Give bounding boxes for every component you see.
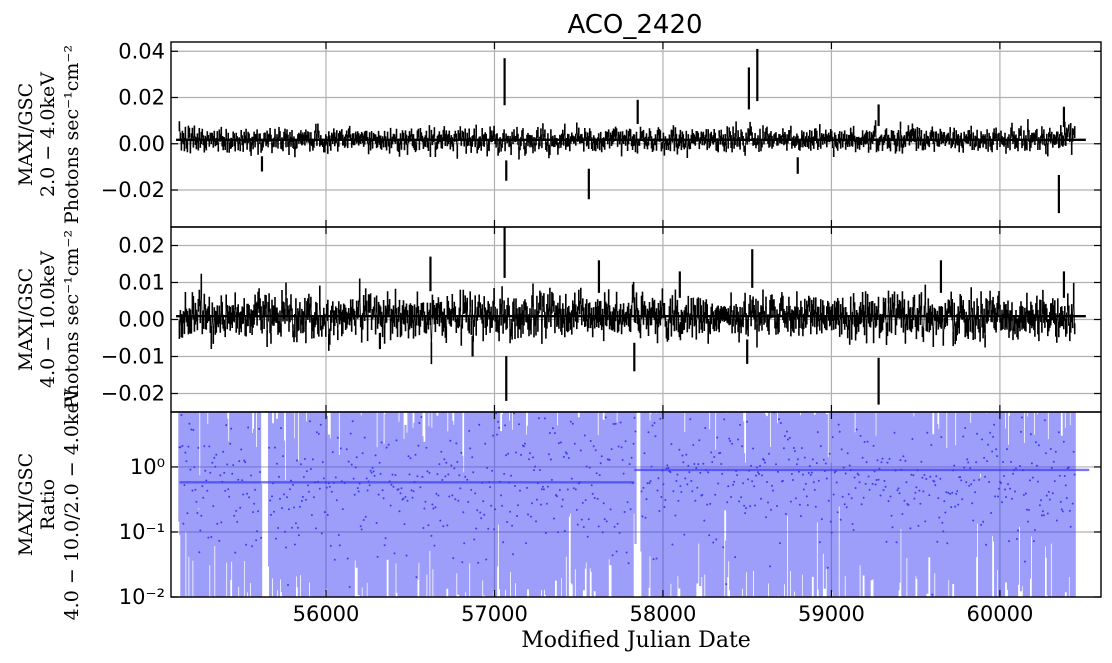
x-tick-label: 56000 <box>293 602 360 626</box>
y-axis-labels: MAXI/GSC 2.0 − 4.0keV Photons sec⁻¹cm⁻²MAX… <box>15 45 83 621</box>
y-axis-label-line: MAXI/GSC <box>15 268 37 371</box>
ratio-error-bars <box>178 412 1076 597</box>
y-tick-label: 0.02 <box>118 234 165 258</box>
y-axis-label-line: 4.0 − 10.0/2.0 − 4.0keV <box>61 388 83 620</box>
data-series <box>178 412 1090 597</box>
data-series <box>176 48 1086 214</box>
y-tick-label: 10⁻² <box>119 585 165 609</box>
y-axis-label-line: MAXI/GSC <box>15 453 37 556</box>
y-tick-label: 0.00 <box>118 132 165 156</box>
y-tick-label: 0.01 <box>118 271 165 295</box>
y-tick-label: 10⁻¹ <box>119 520 165 544</box>
y-axis-label-line: 4.0 − 10.0keV <box>37 251 59 388</box>
data-series <box>176 227 1086 405</box>
y-tick-label: −0.02 <box>101 178 165 202</box>
y-axis-label-line: Ratio <box>37 479 59 530</box>
panel-soft-band: −0.02 0.00 0.02 0.04 <box>101 39 1102 228</box>
y-axis-label-line: Photons sec⁻¹cm⁻² <box>61 230 83 409</box>
y-tick-label: 0.02 <box>118 86 165 110</box>
x-tick-label: 57000 <box>461 602 528 626</box>
y-tick-label: 0.04 <box>118 39 165 63</box>
y-tick-label: 0.00 <box>118 308 165 332</box>
panel-frame <box>170 411 1102 598</box>
x-tick-label: 58000 <box>630 602 697 626</box>
ratio-points <box>178 412 1076 596</box>
y-tick-label: 10⁰ <box>130 455 165 479</box>
y-axis-label-line: 2.0 − 4.0keV <box>37 72 59 197</box>
y-axis-label-line: Photons sec⁻¹cm⁻² <box>61 45 83 224</box>
y-tick-label: −0.01 <box>101 345 165 369</box>
x-axis-label: Modified Julian Date <box>521 628 751 653</box>
panel-hardness-ratio: 10⁻² 10⁻¹ 10⁰ <box>119 411 1102 609</box>
panel-hard-band: −0.02 −0.01 0.00 0.01 0.02 <box>101 226 1102 413</box>
y-axis-label-line: MAXI/GSC <box>15 83 37 186</box>
x-tick-label: 59000 <box>798 602 865 626</box>
x-axis-ticks: 56000 57000 58000 59000 60000 <box>293 602 1034 626</box>
x-tick-label: 60000 <box>967 602 1034 626</box>
y-tick-label: −0.02 <box>101 382 165 406</box>
chart-title: ACO_2420 <box>567 10 702 40</box>
